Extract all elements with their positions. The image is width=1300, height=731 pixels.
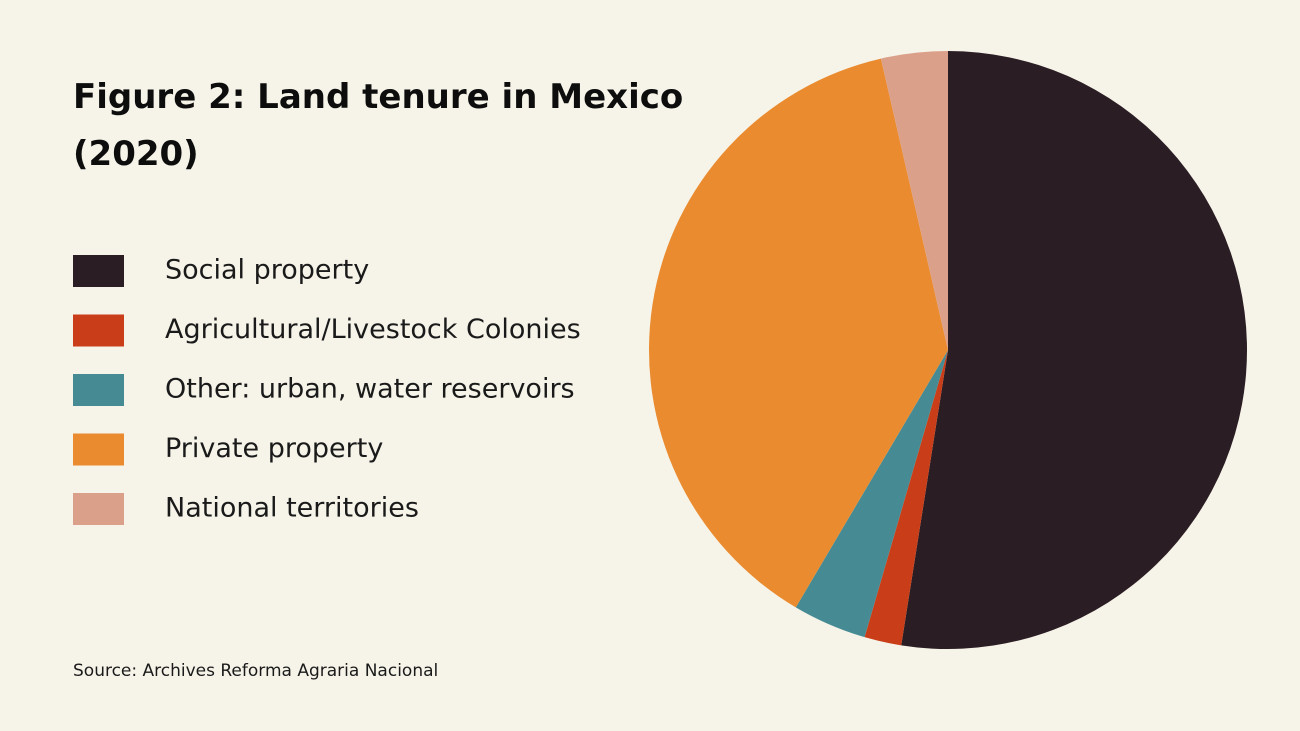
- legend-label: Private property: [165, 433, 383, 464]
- pie-slice: [901, 51, 1248, 649]
- legend-label: Other: urban, water reservoirs: [165, 374, 575, 405]
- source: Source: Archives Reforma Agraria Naciona…: [73, 661, 438, 681]
- legend-swatch: [73, 493, 124, 525]
- pie-slice: [880, 51, 948, 350]
- pie-slice: [795, 350, 948, 638]
- chart-title: Figure 2: Land tenure in Mexico (2020): [73, 77, 683, 174]
- legend-swatch: [73, 433, 124, 466]
- pie-slice: [649, 58, 948, 608]
- legend-label: National territories: [165, 493, 419, 524]
- legend-swatch: [73, 255, 124, 287]
- legend-label: Agricultural/Livestock Colonies: [165, 314, 581, 345]
- legend-label: Social property: [165, 255, 369, 286]
- legend-swatch: [73, 374, 124, 406]
- pie-slice: [864, 350, 948, 646]
- legend-swatch: [73, 314, 124, 347]
